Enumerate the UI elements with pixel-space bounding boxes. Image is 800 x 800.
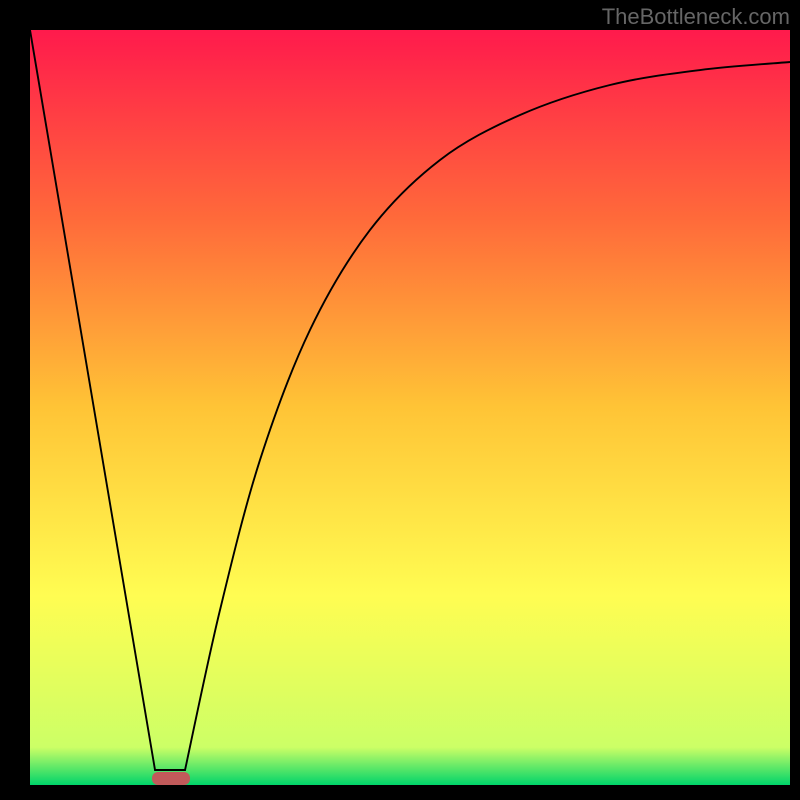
- curve-overlay: [30, 30, 790, 785]
- chart-container: TheBottleneck.com: [0, 0, 800, 800]
- bottleneck-curve: [30, 30, 790, 770]
- plot-area: [30, 30, 790, 785]
- bottleneck-marker: [152, 772, 190, 785]
- watermark: TheBottleneck.com: [602, 4, 790, 30]
